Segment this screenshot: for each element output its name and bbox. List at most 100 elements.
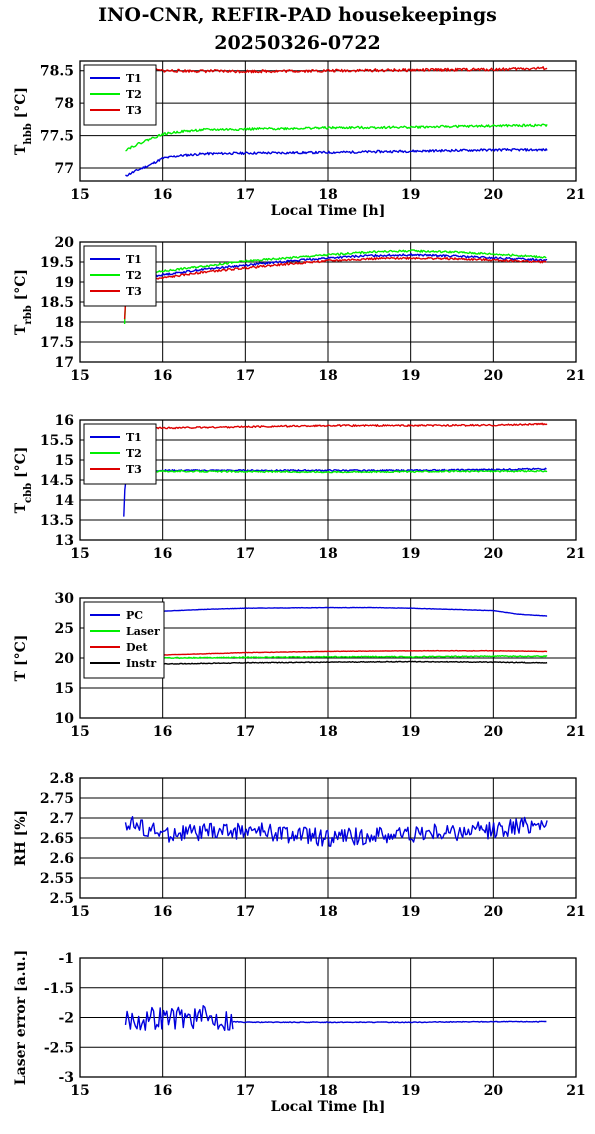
legend-label: Det (126, 641, 149, 654)
series-line (125, 655, 548, 660)
legend-label: T1 (126, 431, 142, 444)
x-tick-label: 17 (236, 187, 255, 203)
y-tick-label: 77.5 (40, 129, 74, 145)
y-tick-label: -1.5 (44, 981, 74, 997)
x-tick-label: 16 (153, 368, 172, 384)
x-tick-label: 21 (566, 904, 585, 920)
y-tick-label: 13 (55, 533, 74, 549)
y-tick-label: 14 (55, 493, 75, 509)
series-line (124, 1005, 234, 1032)
y-tick-label: 2.5 (50, 891, 74, 907)
y-tick-label: 20 (55, 651, 75, 667)
series-line (125, 147, 548, 177)
series-line (123, 256, 547, 320)
x-tick-label: 18 (318, 724, 337, 740)
x-tick-label: 21 (566, 368, 585, 384)
y-tick-label: 2.7 (50, 811, 74, 827)
y-tick-label: 2.8 (50, 771, 74, 787)
series-line (123, 467, 547, 517)
legend-label: PC (126, 609, 143, 622)
y-axis-label: Laser error [a.u.] (13, 950, 29, 1085)
y-tick-label: 2.75 (40, 791, 74, 807)
y-tick-label: 13.5 (40, 513, 74, 529)
y-tick-label: 10 (55, 711, 75, 727)
x-tick-label: 15 (70, 1083, 89, 1099)
y-axis-label: Tcbb [°C] (13, 447, 34, 514)
x-tick-label: 15 (70, 546, 89, 562)
y-tick-label: 15.5 (40, 433, 74, 449)
legend-label: Laser (126, 625, 160, 638)
x-tick-label: 16 (153, 724, 172, 740)
y-tick-label: 25 (55, 621, 74, 637)
x-tick-label: 18 (318, 1083, 337, 1099)
legend-label: T2 (126, 269, 142, 282)
y-tick-label: 78 (55, 96, 74, 112)
x-tick-label: 21 (566, 187, 585, 203)
x-tick-label: 15 (70, 724, 89, 740)
series-line (125, 422, 548, 430)
y-axis-label: Thbb [°C] (13, 87, 34, 155)
chart-title: INO-CNR, REFIR-PAD housekeepings (98, 4, 497, 26)
legend-label: T3 (126, 104, 142, 117)
y-tick-label: 15 (55, 453, 74, 469)
chart-subtitle: 20250326-0722 (214, 32, 381, 54)
x-tick-label: 19 (401, 1083, 420, 1099)
y-axis-label: Trbb [°C] (13, 269, 34, 335)
x-tick-label: 20 (484, 368, 504, 384)
y-tick-label: 20 (55, 235, 75, 251)
x-tick-label: 17 (236, 546, 255, 562)
series-line (124, 469, 548, 485)
legend-label: T3 (126, 285, 142, 298)
x-tick-label: 21 (566, 724, 585, 740)
y-tick-label: -3 (58, 1070, 74, 1086)
x-tick-label: 20 (484, 187, 504, 203)
y-tick-label: 30 (55, 591, 75, 607)
x-tick-label: 16 (153, 1083, 172, 1099)
y-tick-label: 17 (55, 355, 74, 371)
x-tick-label: 17 (236, 368, 255, 384)
y-tick-label: 2.55 (40, 871, 74, 887)
y-tick-label: 78.5 (40, 64, 74, 80)
legend-label: T1 (126, 72, 142, 85)
x-axis-label: Local Time [h] (271, 203, 386, 219)
x-tick-label: 16 (153, 187, 172, 203)
x-tick-label: 21 (566, 546, 585, 562)
legend-label: T3 (126, 463, 142, 476)
series-line (123, 249, 547, 325)
series-line (124, 816, 548, 847)
y-axis-label: T [°C] (13, 635, 29, 682)
legend-label: T2 (126, 447, 142, 460)
y-tick-label: 19 (55, 275, 74, 291)
y-tick-label: 2.65 (40, 831, 74, 847)
series-line (125, 123, 548, 152)
x-tick-label: 19 (401, 904, 420, 920)
series-line (125, 606, 548, 617)
x-tick-label: 19 (401, 187, 420, 203)
series-line (124, 65, 548, 74)
series-line (124, 253, 548, 302)
y-tick-label: -1 (58, 951, 74, 967)
x-tick-label: 16 (153, 904, 172, 920)
y-tick-label: 2.6 (50, 851, 74, 867)
x-tick-label: 18 (318, 368, 337, 384)
y-tick-label: 17.5 (40, 335, 74, 351)
y-axis-label: RH [%] (13, 810, 29, 866)
x-tick-label: 17 (236, 724, 255, 740)
y-tick-label: 19.5 (40, 255, 74, 271)
x-tick-label: 18 (318, 904, 337, 920)
x-tick-label: 19 (401, 546, 420, 562)
legend-label: T1 (126, 253, 142, 266)
x-tick-label: 17 (236, 1083, 255, 1099)
x-tick-label: 18 (318, 546, 337, 562)
x-tick-label: 21 (566, 1083, 585, 1099)
x-tick-label: 19 (401, 368, 420, 384)
x-tick-label: 17 (236, 904, 255, 920)
y-tick-label: 16 (55, 413, 74, 429)
series-line (125, 649, 548, 659)
y-tick-label: -2.5 (44, 1040, 74, 1056)
y-tick-label: 18.5 (40, 295, 74, 311)
y-tick-label: 18 (55, 315, 74, 331)
legend-label: Instr (126, 657, 156, 670)
x-axis-label: Local Time [h] (271, 1099, 386, 1115)
